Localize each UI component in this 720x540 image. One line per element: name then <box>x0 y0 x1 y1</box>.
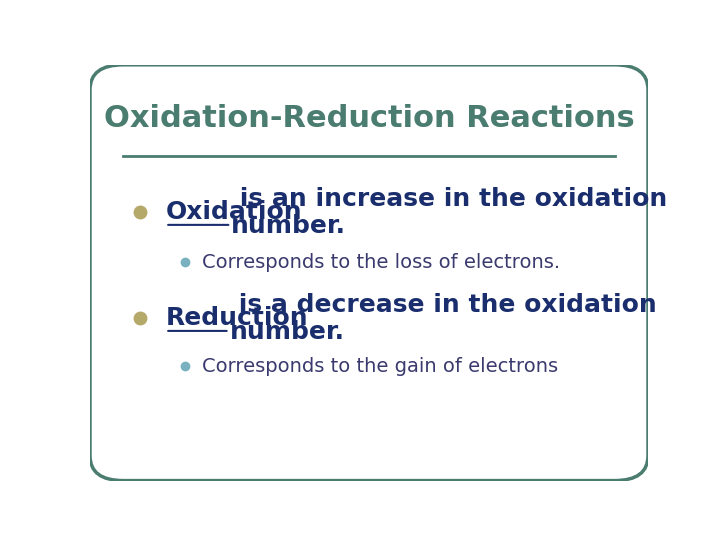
Text: Oxidation-Reduction Reactions: Oxidation-Reduction Reactions <box>104 104 634 133</box>
Text: Corresponds to the loss of electrons.: Corresponds to the loss of electrons. <box>202 253 559 272</box>
Text: Reduction: Reduction <box>166 306 308 330</box>
Text: Corresponds to the gain of electrons: Corresponds to the gain of electrons <box>202 357 558 376</box>
Text: Oxidation: Oxidation <box>166 200 302 225</box>
Text: is a decrease in the oxidation
number.: is a decrease in the oxidation number. <box>230 293 656 345</box>
FancyBboxPatch shape <box>90 65 648 481</box>
Text: is an increase in the oxidation
number.: is an increase in the oxidation number. <box>231 186 667 238</box>
